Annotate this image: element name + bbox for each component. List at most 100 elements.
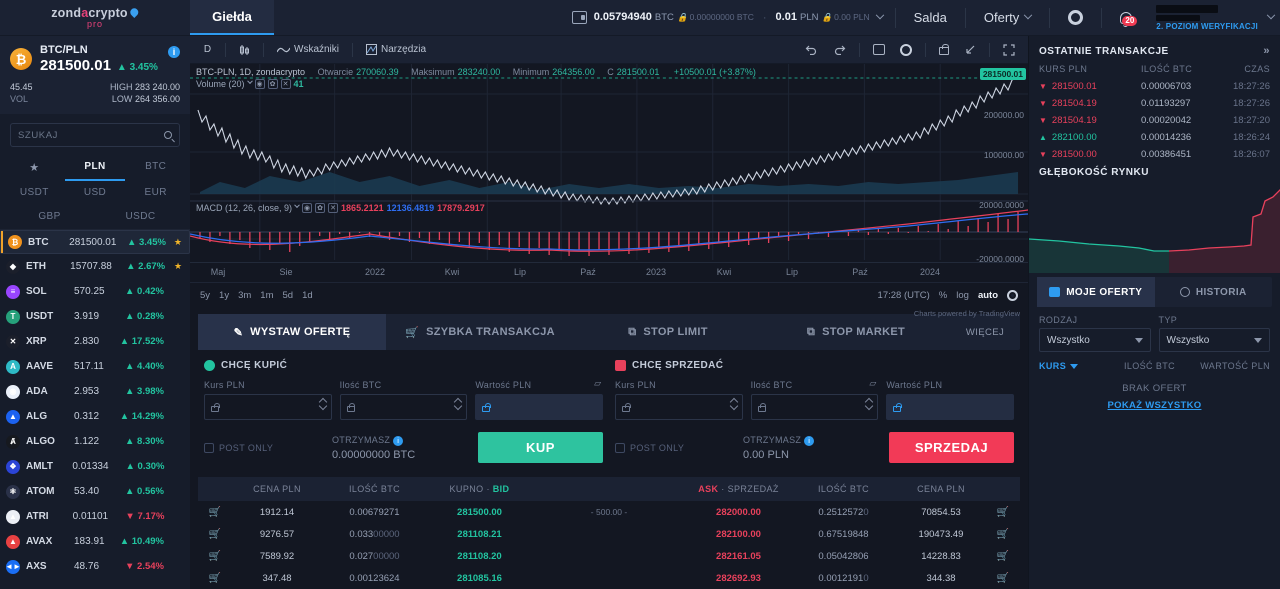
market-row-sol[interactable]: ≡ SOL 570.25 ▲ 0.42% xyxy=(0,279,190,304)
buy-postonly[interactable]: POST ONLY xyxy=(204,442,324,453)
chevron-down-icon-3[interactable] xyxy=(1266,10,1276,19)
gear-icon-footer[interactable] xyxy=(1007,290,1018,301)
market-row-xrp[interactable]: ✕ XRP 2.830 ▲ 17.52% xyxy=(0,329,190,354)
redo-icon[interactable] xyxy=(828,40,851,59)
eraser-icon-sell[interactable]: ▱ xyxy=(869,378,877,388)
gear-icon-volume[interactable]: ✿ xyxy=(267,79,278,89)
lock-icon-chart[interactable] xyxy=(934,40,954,59)
currency-tab-favourites[interactable]: ★ xyxy=(29,162,40,174)
sell-amount-stepper[interactable] xyxy=(866,399,873,409)
eraser-icon-buy[interactable]: ▱ xyxy=(594,378,602,388)
market-depth-chart[interactable]: GŁĘBOKOŚĆ RYNKU xyxy=(1028,165,1280,273)
tools-button[interactable]: Narzędzia xyxy=(361,40,431,59)
offers-col-value[interactable]: WARTOŚĆ PLN xyxy=(1200,361,1270,371)
stepper-down-icon-2[interactable] xyxy=(455,405,462,409)
currency-tab-usdt[interactable]: USDT xyxy=(19,187,49,198)
currency-tab-usdc[interactable]: USDC xyxy=(125,211,156,222)
currency-tab-usd[interactable]: USD xyxy=(83,187,107,198)
tab-gielda[interactable]: Giełda xyxy=(190,0,274,35)
order-tab-0[interactable]: ✎ WYSTAW OFERTĘ xyxy=(198,314,386,350)
add-bid-icon[interactable]: 🛒 xyxy=(208,506,222,518)
currency-tab-gbp[interactable]: GBP xyxy=(38,211,61,222)
order-book-row[interactable]: 🛒 347.48 0.00123624 281085.16 282692.93 0.001… xyxy=(198,567,1020,589)
chevron-down-icon-macd[interactable] xyxy=(294,202,300,208)
offers-filter-type-select[interactable]: Wszystko xyxy=(1158,328,1270,352)
chart-scale-percent[interactable]: % xyxy=(938,290,948,301)
chart-settings-icon[interactable] xyxy=(895,40,917,59)
buy-button[interactable]: KUP xyxy=(478,432,603,463)
order-book-row[interactable]: 🛒 7589.92 0.02700000 281108.20 282161.05 0.05… xyxy=(198,545,1020,567)
order-tab-3[interactable]: ⧉ STOP MARKET xyxy=(762,314,950,350)
chart-scale-auto[interactable]: auto xyxy=(977,290,998,301)
market-row-atom[interactable]: ⚛ ATOM 53.40 ▲ 0.56% xyxy=(0,479,190,504)
sell-postonly[interactable]: POST ONLY xyxy=(615,442,735,453)
search-icon[interactable] xyxy=(164,131,172,139)
order-tabs-more[interactable]: WIĘCEJ xyxy=(965,326,1005,338)
order-form-tabs[interactable]: ✎ WYSTAW OFERTĘ 🛒 SZYBKA TRANSAKCJA ⧉ STOP LI… xyxy=(198,314,1020,350)
market-row-alg[interactable]: ▲ ALG 0.312 ▲ 14.29% xyxy=(0,404,190,429)
market-row-atri[interactable]: ▲ ATRI 0.01101 ▼ 7.17% xyxy=(0,504,190,529)
search-box[interactable] xyxy=(10,123,180,147)
buy-amount-input[interactable] xyxy=(339,394,468,420)
notifications-button[interactable]: 20 xyxy=(1106,11,1146,27)
favourite-star-icon[interactable]: ★ xyxy=(173,261,183,271)
expand-icon[interactable]: » xyxy=(1263,45,1270,57)
eye-icon-macd[interactable]: ◉ xyxy=(302,203,313,213)
stepper-down-icon-3[interactable] xyxy=(731,405,738,409)
market-row-axs[interactable]: ◄► AXS 48.76 ▼ 2.54% xyxy=(0,554,190,579)
add-ask-icon[interactable]: 🛒 xyxy=(996,550,1010,562)
chevron-down-icon-volume[interactable] xyxy=(246,78,253,84)
buy-value-input[interactable] xyxy=(475,394,604,420)
checkbox-postonly-sell[interactable] xyxy=(615,442,625,453)
undo-icon[interactable] xyxy=(800,40,823,59)
offers-col-rate[interactable]: KURS xyxy=(1039,361,1109,371)
offers-col-amount[interactable]: ILOŚĆ BTC xyxy=(1123,361,1176,371)
chart-range-buttons[interactable]: 5y 1y 3m 1m 5d 1d xyxy=(200,290,313,301)
order-tab-1[interactable]: 🛒 SZYBKA TRANSAKCJA xyxy=(386,314,574,350)
add-bid-icon[interactable]: 🛒 xyxy=(208,528,222,540)
buy-rate-stepper[interactable] xyxy=(320,399,327,409)
sell-rate-input[interactable] xyxy=(615,394,743,420)
nav-oferty[interactable]: Oferty xyxy=(970,0,1045,35)
range-button-1m[interactable]: 1m xyxy=(260,290,274,301)
search-input[interactable] xyxy=(18,129,164,141)
range-button-1y[interactable]: 1y xyxy=(219,290,230,301)
brand-logo[interactable]: zondacrypto pro xyxy=(0,0,190,35)
market-row-amlt[interactable]: ❖ AMLT 0.01334 ▲ 0.30% xyxy=(0,454,190,479)
stepper-down-icon[interactable] xyxy=(320,405,327,409)
chart-interval-button[interactable]: D xyxy=(203,44,212,55)
market-list[interactable]: ₿ BTC 281500.01 ▲ 3.45% ★ ◆ ETH 15707.88 ▲ 2.67%… xyxy=(0,229,190,589)
order-book-row[interactable]: 🛒 1912.14 0.00679271 281500.00 - 500.00 - 282… xyxy=(198,501,1020,523)
market-row-algo[interactable]: Ⱥ ALGO 1.122 ▲ 8.30% xyxy=(0,429,190,454)
user-menu[interactable]: 2. POZIOM WERYFIKACJI xyxy=(1146,4,1264,31)
currency-tab-pln[interactable]: PLN xyxy=(65,155,126,181)
magnet-icon[interactable] xyxy=(959,40,981,59)
offers-tab-0[interactable]: MOJE OFERTY xyxy=(1037,277,1155,307)
chevron-down-icon[interactable] xyxy=(875,10,884,19)
buy-rate-input[interactable] xyxy=(204,394,332,420)
info-icon-sell[interactable]: i xyxy=(804,435,815,446)
offers-tabs[interactable]: MOJE OFERTY HISTORIA xyxy=(1037,277,1272,307)
checkbox-postonly-buy[interactable] xyxy=(204,442,214,453)
sell-value-input[interactable] xyxy=(886,394,1015,420)
info-icon-buy[interactable]: i xyxy=(393,435,404,446)
favourite-star-icon[interactable]: ★ xyxy=(173,236,182,247)
market-row-ada[interactable]: ◉ ADA 2.953 ▲ 3.98% xyxy=(0,379,190,404)
close-icon-macd[interactable]: ✕ xyxy=(328,203,339,213)
fullscreen-icon[interactable] xyxy=(998,40,1020,59)
range-button-3m[interactable]: 3m xyxy=(238,290,252,301)
chart-scale-log[interactable]: log xyxy=(956,290,969,301)
market-row-eth[interactable]: ◆ ETH 15707.88 ▲ 2.67% ★ xyxy=(0,254,190,279)
market-row-aave[interactable]: A AAVE 517.11 ▲ 4.40% xyxy=(0,354,190,379)
stepper-down-icon-4[interactable] xyxy=(866,405,873,409)
add-ask-icon[interactable]: 🛒 xyxy=(996,528,1010,540)
add-ask-icon[interactable]: 🛒 xyxy=(996,506,1010,518)
currency-tab-eur[interactable]: EUR xyxy=(144,187,167,198)
currency-tab-btc[interactable]: BTC xyxy=(145,161,167,172)
balances-widget[interactable]: 0.05794940 BTC 🔒 0.00000000 BTC · 0.01 PL… xyxy=(564,10,891,24)
sell-rate-stepper[interactable] xyxy=(731,399,738,409)
gear-icon-macd[interactable]: ✿ xyxy=(315,203,326,213)
buy-amount-stepper[interactable] xyxy=(455,399,462,409)
offers-show-all-link[interactable]: POKAŻ WSZYSTKO xyxy=(1107,400,1202,411)
pair-info-icon[interactable]: i xyxy=(168,46,180,58)
